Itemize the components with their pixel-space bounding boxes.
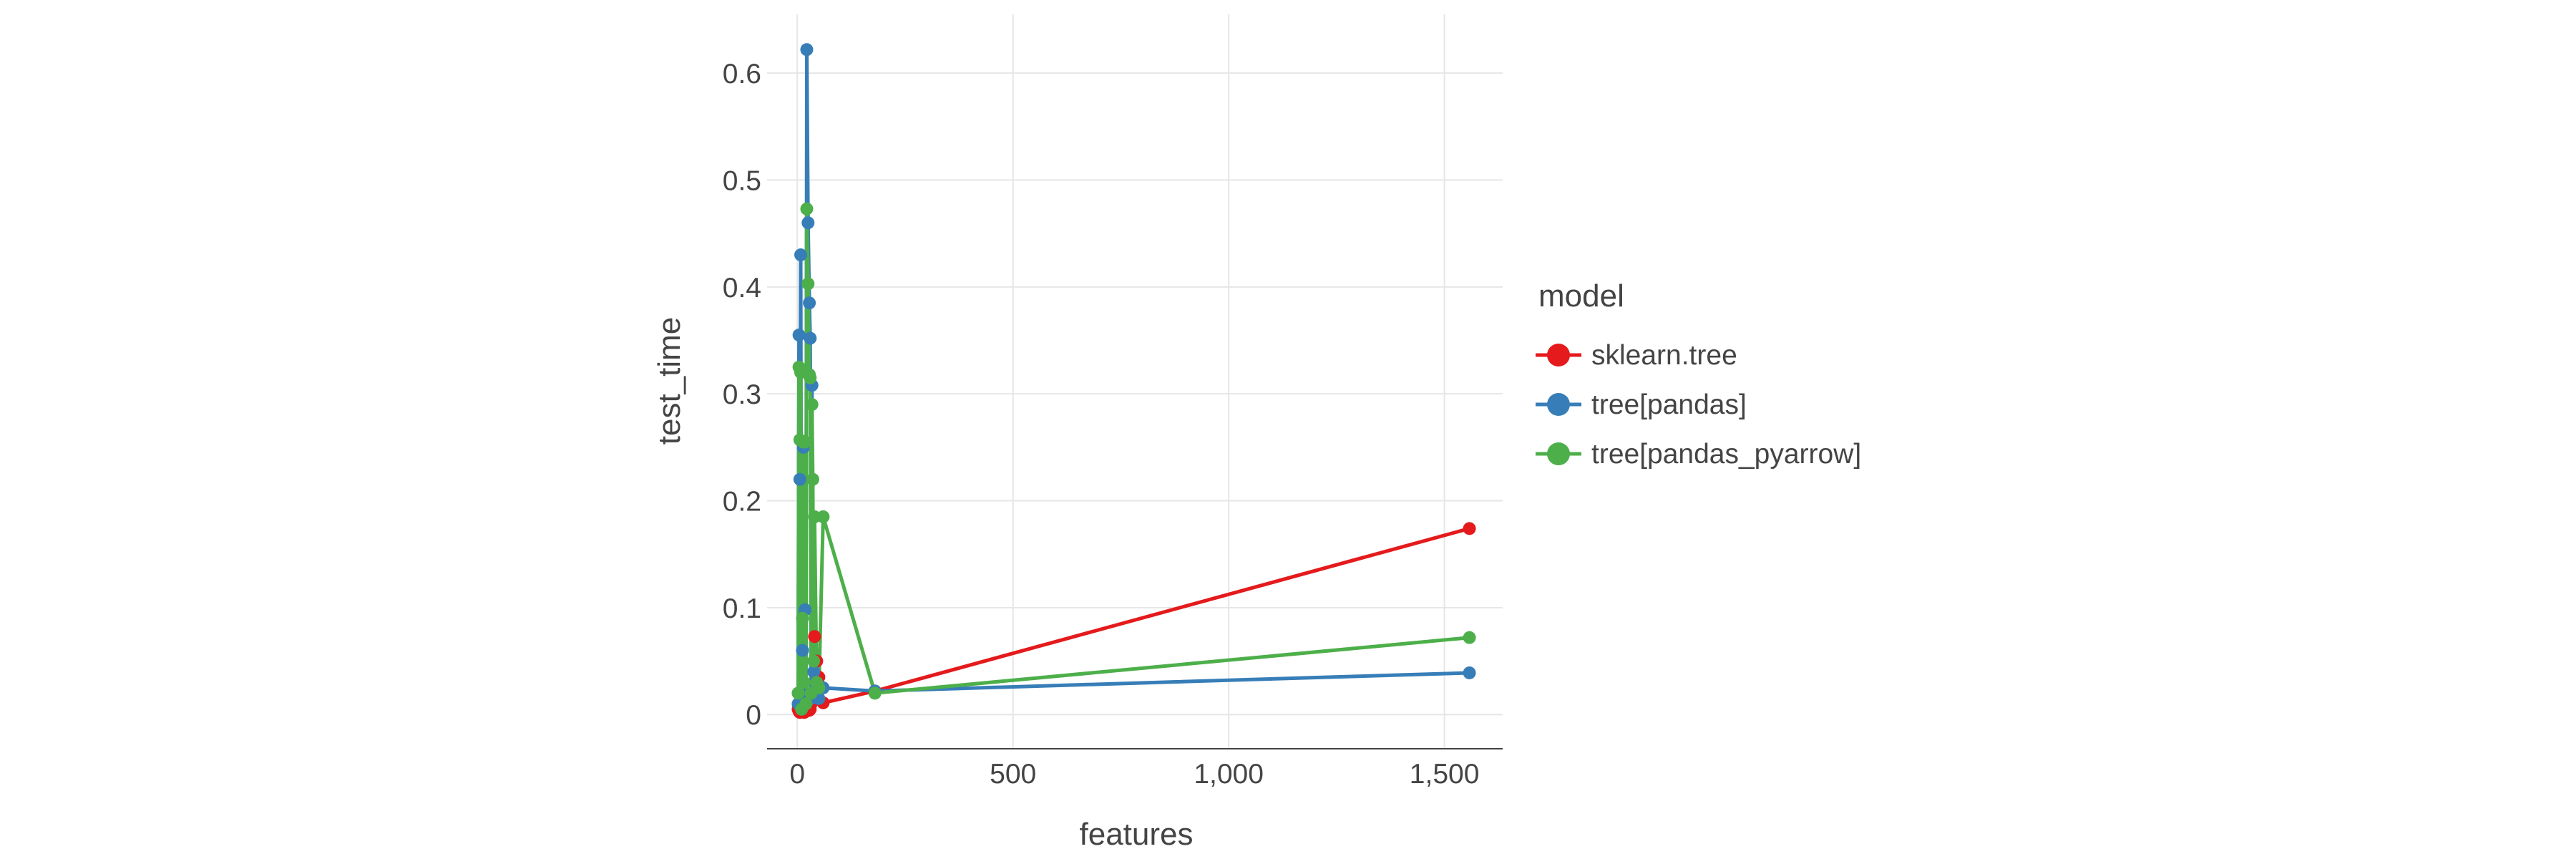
data-point [804, 331, 817, 345]
y-tick-label: 0 [746, 700, 761, 731]
grid [767, 14, 1503, 749]
legend-swatch-marker [1547, 393, 1570, 416]
data-point [794, 248, 808, 262]
data-point [804, 371, 817, 384]
legend-item: tree[pandas] [1536, 389, 1747, 420]
y-axis-title: test_time [652, 317, 687, 445]
data-point [807, 665, 821, 679]
series [791, 43, 1476, 719]
data-point [1463, 522, 1476, 535]
legend-swatch-marker [1547, 442, 1570, 465]
data-point [796, 644, 809, 657]
data-point [797, 676, 811, 689]
y-tick-label: 0.1 [723, 593, 761, 624]
data-point [791, 686, 805, 700]
x-axis-ticks: 0 500 1,000 1,500 [789, 759, 1479, 790]
data-point [801, 277, 815, 291]
legend-item: sklearn.tree [1536, 340, 1737, 371]
data-point [803, 296, 816, 310]
data-point [793, 472, 806, 486]
legend-label: tree[pandas_pyarrow] [1591, 439, 1861, 470]
data-point [812, 681, 826, 694]
data-point [807, 654, 821, 668]
data-point [808, 630, 821, 644]
y-tick-label: 0.2 [723, 487, 761, 518]
y-tick-label: 0.5 [723, 165, 761, 196]
series-points [791, 43, 1476, 719]
data-point [806, 472, 819, 486]
y-axis-ticks: 0 0.1 0.2 0.3 0.4 0.5 0.6 [723, 59, 761, 731]
data-point [799, 435, 812, 449]
x-tick-label: 1,500 [1410, 759, 1480, 790]
x-axis-title: features [1080, 817, 1194, 852]
legend-item: tree[pandas_pyarrow] [1536, 439, 1861, 470]
legend: model sklearn.tree tree[pandas] tree[panda… [1536, 278, 1861, 470]
data-point [792, 329, 806, 342]
legend-swatch-marker [1547, 344, 1570, 367]
data-point [868, 686, 882, 700]
x-tick-label: 0 [789, 759, 805, 790]
data-point [1463, 631, 1476, 644]
series-line-tree[pandas] [796, 47, 1470, 712]
data-point [796, 611, 809, 625]
data-point [799, 697, 813, 711]
legend-label: sklearn.tree [1591, 340, 1737, 371]
legend-items: sklearn.tree tree[pandas] tree[pandas_pyar… [1536, 340, 1861, 470]
legend-title: model [1538, 278, 1624, 314]
y-tick-label: 0.3 [723, 379, 761, 410]
data-point [805, 398, 819, 412]
y-tick-label: 0.4 [723, 273, 761, 304]
legend-label: tree[pandas] [1591, 389, 1747, 420]
y-tick-label: 0.6 [723, 59, 761, 89]
data-point [800, 43, 814, 57]
data-point [1463, 666, 1476, 679]
series-line-tree[pandas_pyarrow] [796, 207, 1470, 712]
x-tick-label: 1,000 [1194, 759, 1264, 790]
data-point [816, 510, 830, 523]
x-tick-label: 500 [990, 759, 1036, 790]
series-lines [796, 47, 1470, 714]
data-point [800, 202, 814, 215]
data-point [801, 216, 815, 230]
